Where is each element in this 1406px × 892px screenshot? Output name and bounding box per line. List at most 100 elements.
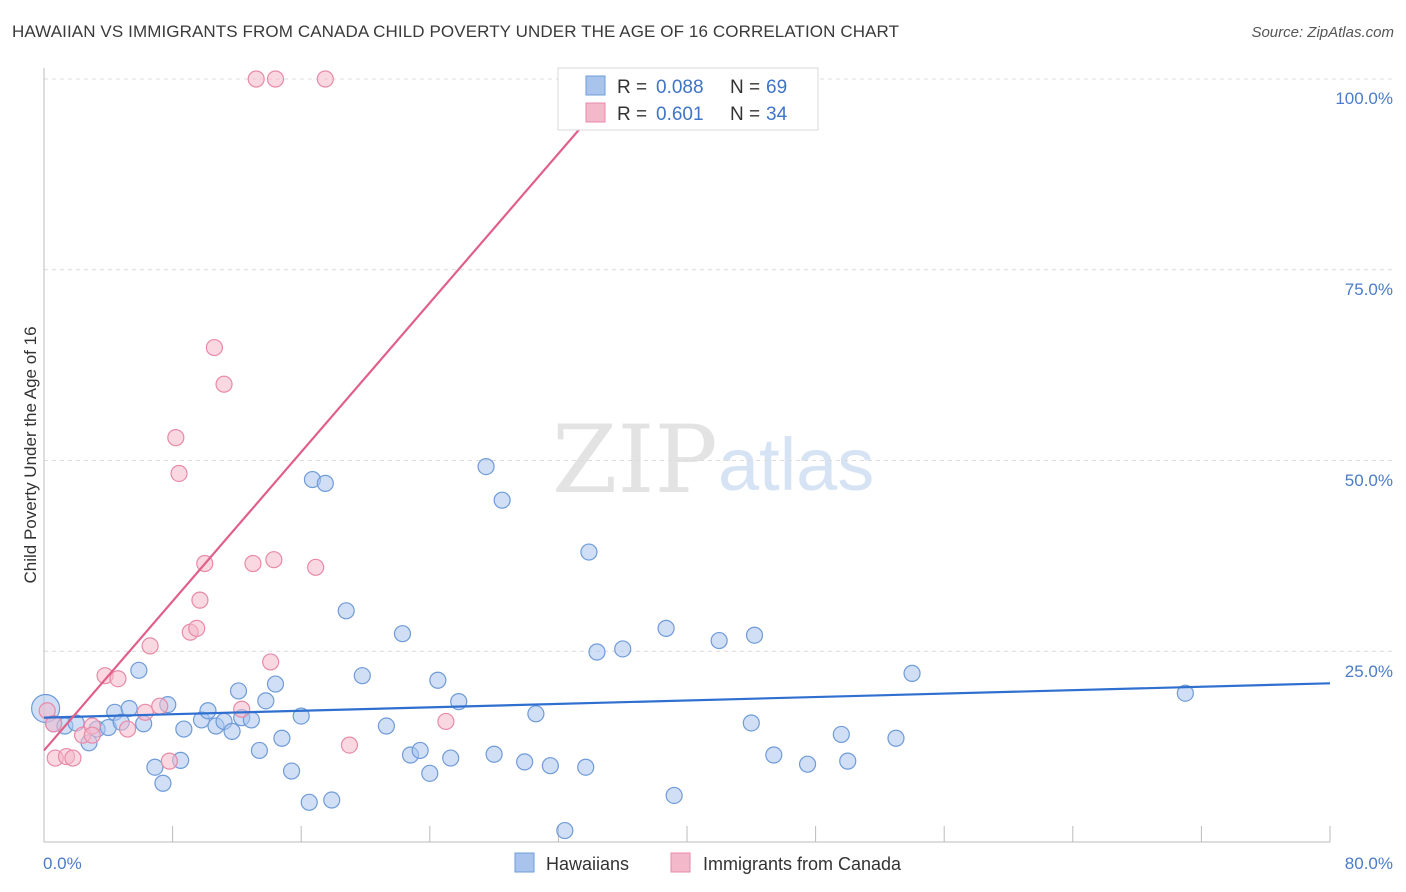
point-hawaiians-26 bbox=[257, 692, 275, 710]
point-canada-17 bbox=[188, 619, 206, 637]
point-canada-4 bbox=[64, 749, 82, 767]
legend-swatch-canada bbox=[670, 852, 691, 873]
point-hawaiians-29 bbox=[282, 762, 301, 780]
chart-title: HAWAIIAN VS IMMIGRANTS FROM CANADA CHILD… bbox=[12, 22, 900, 41]
point-hawaiians-46 bbox=[485, 745, 503, 763]
y-tick-label-50: 50.0% bbox=[1345, 471, 1393, 490]
point-hawaiians-45 bbox=[477, 458, 495, 476]
point-canada-27 bbox=[266, 70, 285, 88]
point-canada-20 bbox=[205, 338, 223, 357]
point-canada-10 bbox=[136, 703, 154, 721]
point-hawaiians-49 bbox=[527, 705, 545, 723]
stats-n-label-pink: N = bbox=[730, 104, 760, 125]
stats-r-label-blue: R = bbox=[617, 77, 647, 98]
point-hawaiians-42 bbox=[429, 671, 447, 689]
point-hawaiians-31 bbox=[300, 793, 318, 811]
point-hawaiians-62 bbox=[798, 755, 817, 773]
point-hawaiians-10 bbox=[130, 661, 148, 679]
point-canada-15 bbox=[170, 464, 188, 483]
stats-n-label-blue: N = bbox=[730, 77, 760, 98]
point-canada-33 bbox=[83, 726, 101, 744]
point-hawaiians-59 bbox=[742, 714, 760, 732]
legend-label-canada: Immigrants from Canada bbox=[703, 854, 902, 874]
point-canada-21 bbox=[215, 375, 233, 393]
point-hawaiians-40 bbox=[411, 741, 429, 760]
point-canada-23 bbox=[244, 554, 262, 573]
point-hawaiians-54 bbox=[588, 643, 606, 661]
point-hawaiians-50 bbox=[541, 757, 559, 775]
point-hawaiians-41 bbox=[421, 764, 439, 782]
point-canada-26 bbox=[265, 551, 283, 569]
point-hawaiians-12 bbox=[146, 758, 164, 776]
point-hawaiians-56 bbox=[657, 619, 675, 637]
chart-source: Source: ZipAtlas.com bbox=[1251, 24, 1394, 41]
point-hawaiians-27 bbox=[266, 675, 285, 693]
point-hawaiians-64 bbox=[839, 752, 857, 770]
point-hawaiians-43 bbox=[442, 749, 460, 767]
point-canada-31 bbox=[437, 712, 455, 731]
stats-r-label-pink: R = bbox=[617, 104, 647, 125]
point-hawaiians-38 bbox=[393, 625, 412, 643]
x-tick-label-min: 0.0% bbox=[43, 854, 82, 873]
point-canada-24 bbox=[247, 70, 265, 88]
point-hawaiians-67 bbox=[1176, 684, 1194, 702]
point-canada-1 bbox=[45, 715, 63, 733]
y-tick-label-75: 75.0% bbox=[1345, 280, 1393, 299]
point-hawaiians-60 bbox=[745, 626, 764, 644]
point-canada-13 bbox=[160, 752, 178, 770]
point-hawaiians-21 bbox=[223, 722, 241, 740]
stats-n-value-blue: 69 bbox=[766, 77, 787, 98]
stats-n-value-pink: 34 bbox=[766, 104, 788, 125]
point-hawaiians-28 bbox=[273, 729, 291, 747]
x-tick-label-max: 80.0% bbox=[1345, 854, 1393, 873]
point-hawaiians-65 bbox=[887, 729, 905, 747]
point-hawaiians-58 bbox=[710, 631, 728, 650]
point-hawaiians-30 bbox=[292, 707, 310, 725]
point-hawaiians-51 bbox=[556, 821, 574, 840]
point-hawaiians-9 bbox=[120, 699, 138, 718]
point-hawaiians-22 bbox=[229, 682, 248, 700]
legend-swatch-hawaiians bbox=[514, 852, 535, 873]
watermark-atlas: atlas bbox=[718, 423, 874, 506]
point-canada-18 bbox=[191, 591, 209, 609]
stats-r-value-blue: 0.088 bbox=[656, 77, 704, 98]
stats-legend-swatch-blue bbox=[585, 75, 606, 96]
stats-legend: R = 0.088 N = 69 R = 0.601 N = 34 bbox=[557, 67, 819, 131]
point-hawaiians-66 bbox=[903, 664, 921, 682]
stats-r-value-pink: 0.601 bbox=[656, 104, 704, 125]
point-hawaiians-36 bbox=[353, 667, 371, 685]
point-hawaiians-13 bbox=[154, 774, 172, 792]
legend-label-hawaiians: Hawaiians bbox=[546, 854, 629, 874]
trend-line-canada bbox=[43, 78, 624, 752]
y-tick-label-100: 100.0% bbox=[1335, 89, 1393, 108]
series-legend: Hawaiians Immigrants from Canada bbox=[514, 852, 902, 874]
point-hawaiians-16 bbox=[175, 720, 193, 738]
point-hawaiians-34 bbox=[323, 791, 341, 809]
trend-lines bbox=[43, 78, 1331, 752]
scatter-points bbox=[31, 70, 1194, 840]
point-hawaiians-25 bbox=[250, 741, 269, 760]
point-canada-22 bbox=[233, 700, 251, 718]
point-hawaiians-37 bbox=[377, 717, 395, 735]
point-hawaiians-33 bbox=[316, 474, 334, 492]
trend-line-hawaiians bbox=[43, 682, 1331, 719]
point-canada-14 bbox=[167, 429, 185, 447]
point-canada-9 bbox=[118, 720, 137, 738]
y-axis-label: Child Poverty Under the Age of 16 bbox=[21, 326, 40, 583]
stats-legend-swatch-pink bbox=[585, 102, 606, 123]
point-hawaiians-55 bbox=[614, 640, 632, 658]
point-hawaiians-52 bbox=[577, 758, 595, 776]
point-hawaiians-53 bbox=[580, 543, 598, 561]
point-hawaiians-48 bbox=[516, 753, 534, 771]
point-canada-11 bbox=[141, 637, 159, 655]
point-canada-29 bbox=[316, 70, 334, 88]
point-canada-30 bbox=[340, 736, 359, 754]
point-hawaiians-35 bbox=[337, 602, 355, 620]
y-tick-label-25: 25.0% bbox=[1345, 662, 1393, 681]
point-canada-25 bbox=[262, 653, 280, 671]
point-hawaiians-63 bbox=[832, 725, 850, 744]
point-canada-12 bbox=[151, 697, 169, 715]
point-hawaiians-18 bbox=[199, 702, 217, 720]
point-canada-28 bbox=[307, 558, 325, 576]
